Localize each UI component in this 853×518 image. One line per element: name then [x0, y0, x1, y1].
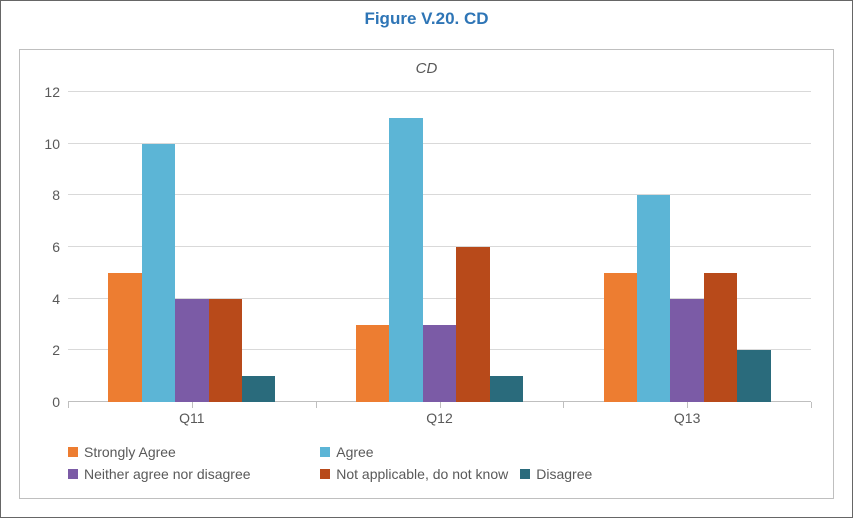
legend-swatch — [68, 447, 78, 457]
bar — [142, 144, 175, 402]
legend-label: Strongly Agree — [84, 444, 176, 460]
y-axis-label: 0 — [52, 394, 68, 410]
legend-swatch — [320, 447, 330, 457]
x-tick — [316, 402, 317, 408]
figure-title: Figure V.20. CD — [1, 1, 852, 35]
x-axis-label: Q11 — [179, 402, 204, 426]
y-axis-label: 12 — [44, 84, 68, 100]
x-axis-label: Q13 — [674, 402, 700, 426]
bar — [423, 325, 456, 403]
chart-subtitle: CD — [20, 60, 833, 77]
bar — [356, 325, 389, 403]
legend-item: Agree — [320, 444, 560, 460]
x-tick — [811, 402, 812, 408]
bar — [737, 350, 770, 402]
gridline — [68, 143, 811, 144]
bar — [389, 118, 422, 402]
legend-item: Neither agree nor disagree — [68, 466, 308, 482]
x-tick — [68, 402, 69, 408]
plot-area: 024681012Q11Q12Q13 — [68, 92, 811, 402]
gridline — [68, 194, 811, 195]
legend-label: Neither agree nor disagree — [84, 466, 251, 482]
bar — [175, 299, 208, 402]
plot-frame: CD 024681012Q11Q12Q13 Strongly AgreeAgre… — [19, 49, 834, 499]
legend-swatch — [68, 469, 78, 479]
bar — [604, 273, 637, 402]
bar — [242, 376, 275, 402]
bar — [637, 195, 670, 402]
legend-item: Not applicable, do not know — [320, 466, 508, 482]
bar — [704, 273, 737, 402]
bar — [670, 299, 703, 402]
bar — [209, 299, 242, 402]
bar — [456, 247, 489, 402]
legend: Strongly Agree Agree Neither agree nor dis… — [68, 444, 811, 488]
legend-label: Not applicable, do not know — [336, 466, 508, 482]
gridline — [68, 246, 811, 247]
legend-label: Disagree — [536, 466, 592, 482]
y-axis-label: 10 — [44, 136, 68, 152]
x-tick — [563, 402, 564, 408]
legend-swatch — [520, 469, 530, 479]
gridline — [68, 91, 811, 92]
y-axis-label: 4 — [52, 291, 68, 307]
legend-item: Disagree — [520, 466, 592, 482]
y-axis-label: 8 — [52, 187, 68, 203]
x-axis-label: Q12 — [426, 402, 452, 426]
legend-swatch — [320, 469, 330, 479]
y-axis-label: 6 — [52, 239, 68, 255]
legend-label: Agree — [336, 444, 373, 460]
y-axis-label: 2 — [52, 342, 68, 358]
figure-container: Figure V.20. CD CD 024681012Q11Q12Q13 St… — [0, 0, 853, 518]
bar — [490, 376, 523, 402]
legend-item: Strongly Agree — [68, 444, 308, 460]
bar — [108, 273, 141, 402]
